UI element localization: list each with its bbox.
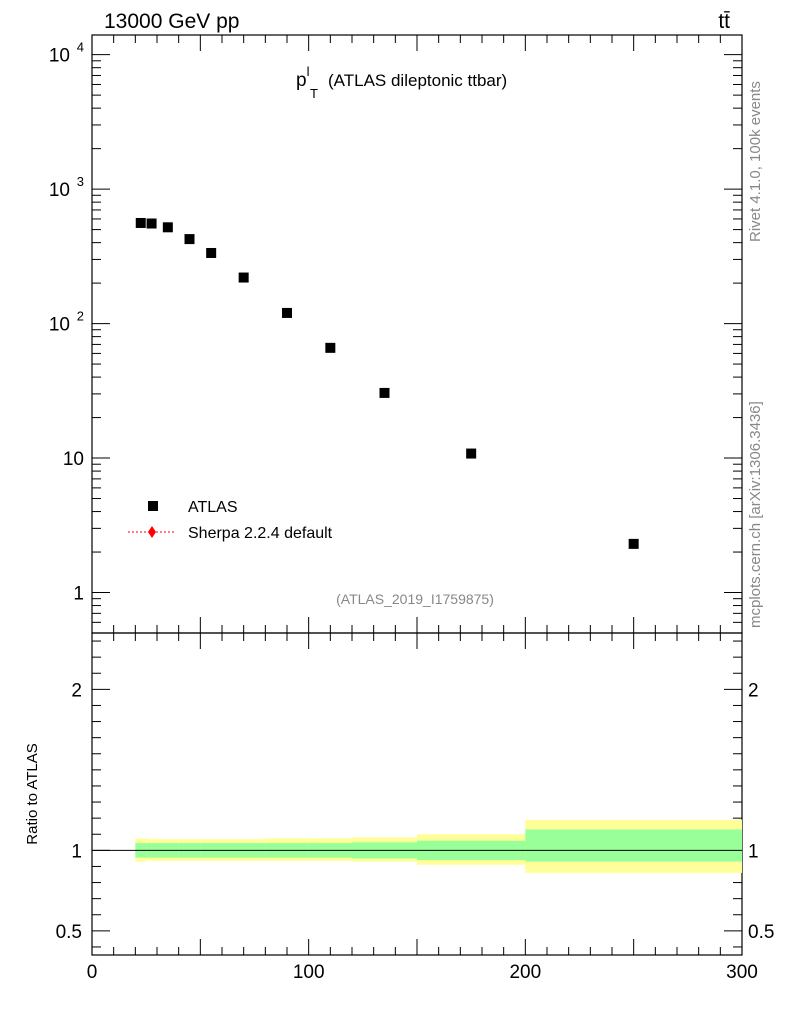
main-ytick-label: 10 [49, 180, 70, 201]
energy-label: 13000 GeV pp [104, 10, 239, 33]
xtick-label: 0 [87, 962, 98, 983]
data-point [206, 247, 217, 258]
ratio-ytick-label: 0.5 [56, 922, 82, 943]
xtick-label: 200 [509, 962, 541, 983]
data-point [282, 307, 292, 318]
title-sup: l [307, 64, 310, 79]
mcplots-label: mcplots.cern.ch [arXiv:1306.3436] [747, 401, 764, 628]
process-label: tt̄ [718, 10, 730, 33]
data-point [238, 272, 249, 283]
title-sub: T [310, 86, 318, 101]
title-rest: (ATLAS dileptonic ttbar) [328, 71, 507, 90]
main-ytick-exponent: 3 [77, 174, 84, 189]
data-point [184, 234, 195, 245]
ratio-ytick-label: 2 [71, 680, 82, 701]
ratio-band-inner [525, 829, 742, 862]
atlas-data-points [135, 217, 639, 549]
title-main: p [296, 70, 307, 91]
xtick-label: 300 [726, 962, 758, 983]
plot-title: pl [296, 64, 310, 91]
ratio-axis-ticks: 0.5 0.5 1 1 2 2 0 100 200 300 [56, 633, 774, 983]
ratio-ytick-label-right: 1 [748, 841, 759, 862]
main-axis-ticks: 10 4 10 3 10 2 10 1 [49, 35, 743, 634]
legend-sherpa-marker [148, 526, 156, 538]
data-point [379, 387, 390, 398]
ratio-panel-frame [91, 632, 743, 956]
ratio-ytick-label-right: 2 [748, 680, 759, 701]
ratio-uncertainty-bands [135, 819, 742, 873]
data-point [135, 217, 146, 228]
data-point [162, 222, 173, 233]
main-panel-frame [91, 34, 743, 634]
data-point [628, 538, 639, 549]
data-point [466, 448, 477, 459]
data-point [325, 342, 336, 353]
ratio-ylabel: Ratio to ATLAS [24, 743, 41, 844]
legend-atlas-marker [148, 501, 158, 511]
ratio-ytick-label-right: 0.5 [748, 922, 774, 943]
ratio-ytick-label: 1 [71, 841, 82, 862]
analysis-id: (ATLAS_2019_I1759875) [336, 591, 494, 607]
main-ytick-label: 10 [63, 449, 84, 470]
main-ytick-label: 1 [73, 584, 84, 605]
main-ytick-label: 10 [49, 315, 70, 336]
legend-atlas-label: ATLAS [188, 499, 238, 516]
main-ytick-exponent: 2 [77, 309, 84, 324]
xtick-label: 100 [293, 962, 325, 983]
main-ytick-exponent: 4 [77, 40, 84, 55]
rivet-label: Rivet 4.1.0, 100k events [747, 81, 764, 242]
legend-sherpa-label: Sherpa 2.2.4 default [188, 525, 333, 542]
data-point [146, 218, 157, 229]
main-ytick-label: 10 [49, 46, 70, 67]
